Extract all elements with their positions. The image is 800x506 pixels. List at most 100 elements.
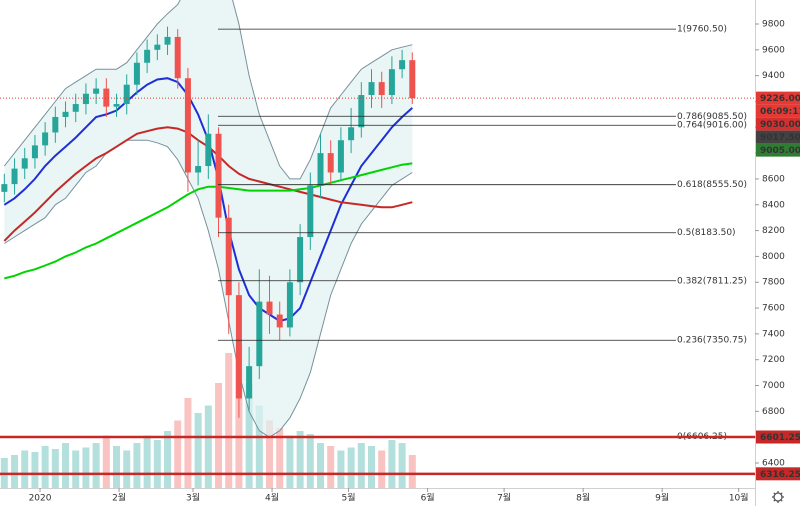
y-tick-label: 9800 [762, 20, 785, 30]
x-tick-label: 2020 [29, 494, 52, 504]
band-upper [3, 0, 413, 180]
y-tick-label: 8600 [762, 174, 785, 184]
x-tick-label: 10월 [729, 492, 749, 504]
candle-body [317, 153, 324, 186]
volume-bar [368, 446, 376, 488]
volume-bar [317, 443, 325, 488]
candle-body [297, 237, 304, 283]
x-tick-label: 2월 [112, 492, 126, 504]
volume-bar [398, 443, 406, 488]
candle-body [11, 168, 18, 185]
volume-bar [123, 450, 131, 488]
price-tag-label: 6601.25 [760, 433, 800, 443]
candle-body [195, 166, 202, 173]
price-tag [756, 130, 800, 144]
volume-bar [143, 435, 151, 488]
volume-bar [184, 398, 192, 488]
x-tick-label: 9월 [655, 492, 669, 504]
band-lower [4, 139, 413, 438]
y-tick-label: 7200 [762, 355, 785, 365]
y-tick-label: 9400 [762, 71, 785, 81]
volume-bar [92, 443, 100, 488]
fib-label: 0.786(9085.50) [677, 112, 747, 122]
candle-body [399, 60, 406, 70]
x-tick-label: 4월 [265, 492, 279, 504]
candle-body [246, 366, 253, 399]
fib-label: 1(9760.50) [677, 25, 727, 35]
price-tag [756, 91, 800, 105]
price-tag-label: 9017.50 [760, 133, 800, 143]
candle-body [225, 217, 232, 296]
y-tick-label: 7600 [762, 304, 785, 314]
candle-body [256, 301, 263, 367]
y-tick-label: 8200 [762, 226, 785, 236]
volume-bar [41, 446, 49, 488]
volume-bar [174, 420, 182, 488]
candle-body [327, 153, 334, 173]
price-tag-label: 9226.00 [760, 94, 800, 104]
volume-bar [113, 446, 121, 488]
candle-body [164, 36, 171, 45]
candle-body [174, 36, 181, 79]
candle-body [133, 62, 140, 85]
candle-body [21, 158, 28, 169]
volume-bar [51, 449, 59, 488]
price-tag [756, 117, 800, 131]
price-tag-label: 9005.00 [760, 146, 800, 156]
price-tag [756, 430, 800, 444]
volume-bar [82, 447, 90, 488]
price-tag [756, 143, 800, 157]
volume-bar [102, 435, 110, 488]
fib-label: 0.5(8183.50) [677, 228, 736, 238]
candle-body [235, 295, 242, 399]
candle-body [1, 184, 8, 192]
candle-body [266, 301, 273, 315]
volume-bar [296, 431, 304, 488]
x-tick-label: 3월 [186, 492, 200, 504]
volume-bar [337, 450, 345, 488]
candle-body [62, 111, 69, 117]
price-tag [756, 104, 800, 118]
settings-icon[interactable] [772, 491, 784, 503]
fib-label: 0.618(8555.50) [677, 180, 747, 190]
volume-bar [255, 405, 263, 488]
y-tick-label: 7000 [762, 381, 785, 391]
volume-bar [388, 440, 396, 488]
x-tick-label: 6월 [421, 492, 435, 504]
moving-average [4, 162, 413, 280]
candle-body [72, 104, 79, 112]
candle-body [348, 127, 355, 141]
candle-body [358, 95, 365, 128]
volume-bar [164, 431, 172, 488]
candle-body [337, 140, 344, 173]
candle-body [205, 133, 212, 167]
volume-bar [31, 452, 39, 488]
candle-body [82, 93, 89, 105]
volume-bar [266, 420, 274, 488]
y-tick-label: 7800 [762, 278, 785, 288]
volume-bar [276, 428, 284, 488]
candle-body [113, 104, 120, 107]
y-tick-label: 9600 [762, 45, 785, 55]
plot-area: 1(9760.50) 0.786(9085.50)0.764(9016.00) 0.… [0, 0, 755, 488]
price-tag-label: 6316.25 [760, 470, 800, 480]
volume-bar [153, 440, 161, 488]
fib-label: 0.236(7350.75) [677, 336, 747, 346]
volume-bar [225, 353, 233, 488]
candle-body [368, 82, 375, 96]
volume-bar [194, 413, 202, 488]
candle-body [123, 84, 130, 105]
candle-body [103, 88, 110, 107]
y-tick-label: 8000 [762, 252, 785, 262]
candle-body [276, 314, 283, 328]
candle-body [388, 69, 395, 96]
candle-body [215, 133, 222, 218]
volume-bar [327, 446, 335, 488]
y-tick-label: 7400 [762, 329, 785, 339]
candle-body [184, 78, 191, 173]
volume-bar [215, 383, 223, 488]
volume-bar [204, 405, 212, 488]
price-tag [756, 467, 800, 481]
